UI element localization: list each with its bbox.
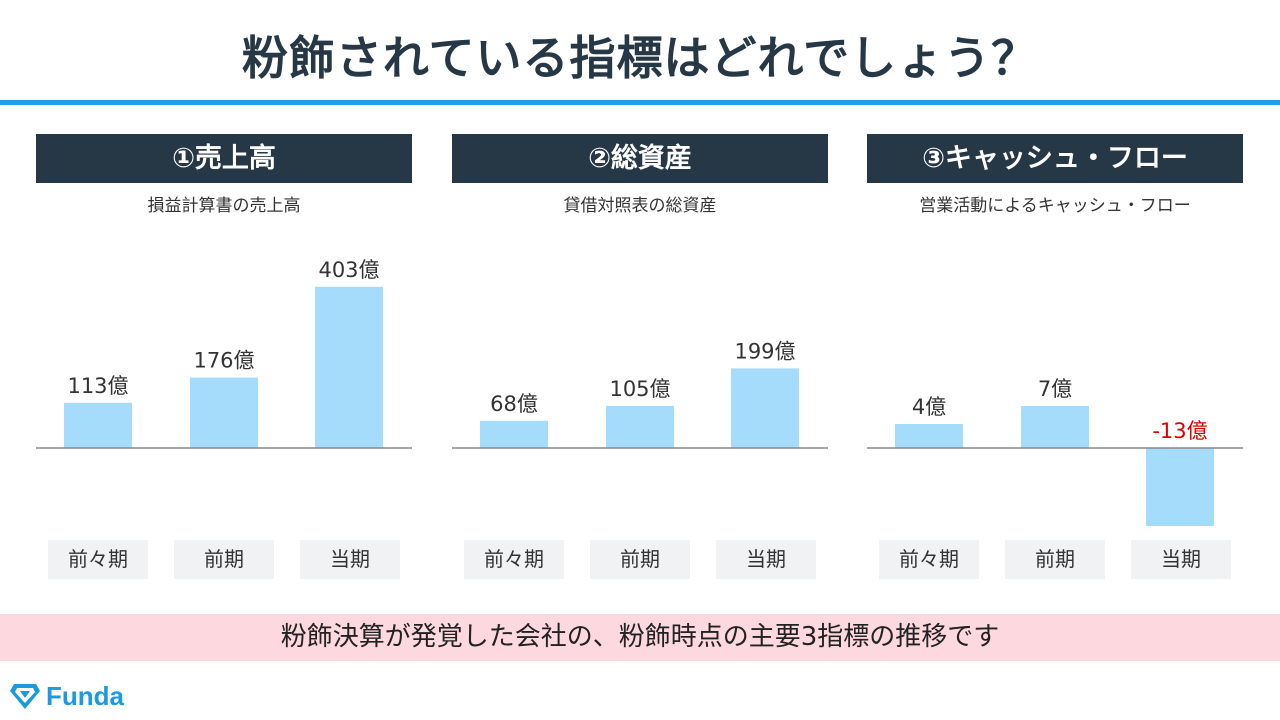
data-label: 7億 (1038, 377, 1072, 401)
bar (731, 368, 799, 448)
panel-subtitle: 営業活動によるキャッシュ・フロー (919, 196, 1191, 216)
bar (480, 420, 548, 448)
gem-icon (10, 684, 40, 709)
brand-logo: Funda (10, 681, 124, 711)
panel-subtitle: 貸借対照表の総資産 (563, 196, 717, 216)
bar (1146, 448, 1214, 526)
category-label: 前々期 (464, 540, 564, 579)
data-label: 403億 (318, 258, 379, 282)
bar (895, 424, 963, 448)
bar (1021, 406, 1089, 448)
bar (606, 406, 674, 448)
data-label: 105億 (609, 377, 670, 401)
category-label: 前期 (1005, 540, 1105, 579)
data-label: 199億 (734, 339, 795, 363)
category-label: 当期 (1131, 540, 1231, 579)
bar-chart: 4億 7億 -13億 (867, 377, 1243, 526)
title-divider (0, 100, 1280, 105)
data-label: -13億 (1152, 419, 1207, 443)
data-label: 68億 (490, 392, 538, 416)
logo-text: Funda (46, 680, 124, 711)
bar (64, 402, 132, 448)
bar (190, 377, 258, 448)
bar (315, 286, 383, 448)
category-label: 前期 (590, 540, 690, 579)
category-label: 当期 (300, 540, 400, 579)
chart-panel-cash-flow: ③キャッシュ・フロー 営業活動によるキャッシュ・フロー 4億 7億 -13億 前々期… (867, 134, 1243, 584)
panel-title: ②総資産 (452, 134, 828, 183)
panel-title: ③キャッシュ・フロー (867, 134, 1243, 183)
bar-chart: 113億 176億 403億 (36, 258, 412, 449)
panel-subtitle: 損益計算書の売上高 (147, 196, 301, 216)
chart-panel-sales: ①売上高 損益計算書の売上高 113億 176億 403億 前々期 前期 当期 (36, 134, 412, 584)
chart-panel-total-assets: ②総資産 貸借対照表の総資産 68億 105億 199億 前々期 前期 当期 (452, 134, 828, 584)
data-label: 4億 (912, 395, 946, 419)
data-label: 113億 (67, 374, 128, 398)
data-label: 176億 (193, 349, 254, 373)
panel-title: ①売上高 (36, 134, 412, 183)
category-label: 当期 (716, 540, 816, 579)
category-label: 前々期 (879, 540, 979, 579)
category-label: 前々期 (48, 540, 148, 579)
category-label: 前期 (174, 540, 274, 579)
page-title: 粉飾されている指標はどれでしょう？ (241, 31, 1039, 85)
bar-chart: 68億 105億 199億 (452, 339, 828, 449)
footer-caption: 粉飾決算が発覚した会社の、粉飾時点の主要3指標の推移です (0, 614, 1280, 661)
